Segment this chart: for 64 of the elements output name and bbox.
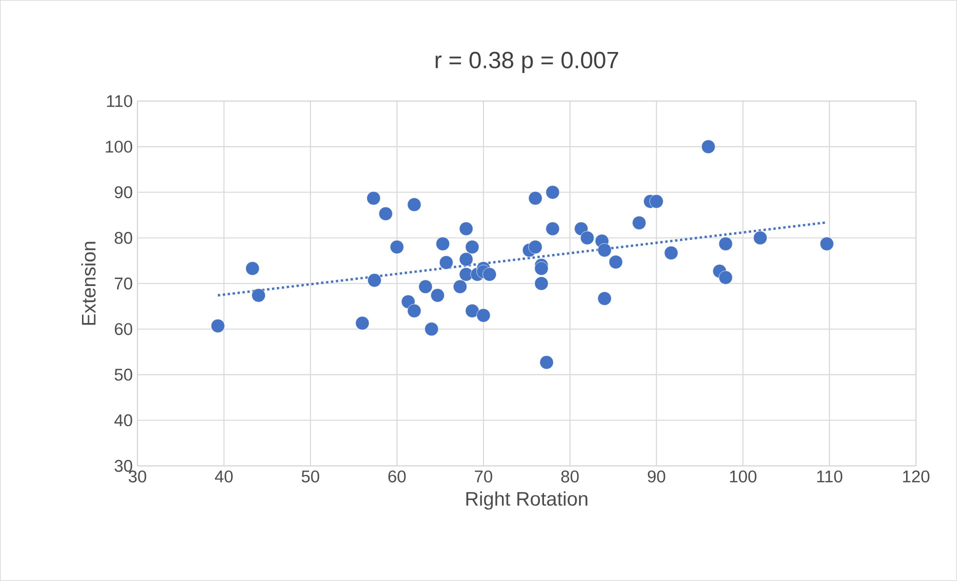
y-tick-label: 50 [114,368,132,381]
point [246,261,260,276]
point [718,236,733,251]
point [459,267,474,282]
y-tick-label: 100 [106,140,132,153]
point [608,255,623,269]
y-tick-label: 60 [114,323,132,336]
point [465,240,480,254]
y-tick-label: 40 [114,414,132,426]
y-axis-title: Extension [81,242,96,325]
point [459,252,474,266]
point [424,322,439,336]
point [820,236,834,251]
x-tick-label: 100 [730,470,756,482]
y-tick-label: 80 [114,232,132,244]
point [459,222,474,236]
point [701,140,716,154]
point [482,267,496,282]
point [664,246,678,260]
x-tick-label: 90 [648,470,666,482]
y-tick-label: 110 [107,95,132,108]
point [407,304,422,318]
point [366,191,381,206]
point [534,276,548,290]
point [355,316,370,330]
point [718,270,733,284]
point [580,230,594,245]
point [540,355,554,370]
x-tick-label: 60 [388,470,406,482]
point [546,185,560,200]
x-tick-label: 120 [903,470,930,482]
point [436,236,450,251]
point [465,304,480,318]
x-tick-label: 110 [817,470,842,482]
y-tick-label: 70 [114,277,132,290]
point [598,243,612,258]
point [632,216,646,230]
point [453,280,468,294]
point [378,206,393,221]
y-tick-label: 90 [114,186,132,198]
point [528,240,542,254]
point [252,288,266,302]
point [753,230,768,245]
point [367,273,382,288]
x-tick-label: 40 [214,470,233,482]
point [649,194,664,208]
point [528,191,542,206]
y-tick-label: 30 [114,460,132,472]
point [476,308,490,322]
point [534,261,548,276]
point [430,288,445,302]
x-tick-label: 50 [302,470,320,482]
chart-title: r = 0.38 p = 0.007 [436,52,618,74]
point [418,280,432,294]
point [407,198,422,212]
point [390,240,404,254]
point [210,318,225,333]
x-axis-title: Right Rotation [466,491,588,510]
point [439,256,454,270]
x-tick-label: 80 [561,470,579,482]
x-tick-label: 30 [128,470,146,482]
point [546,222,560,236]
point [598,292,612,306]
x-tick-label: 70 [474,470,492,482]
